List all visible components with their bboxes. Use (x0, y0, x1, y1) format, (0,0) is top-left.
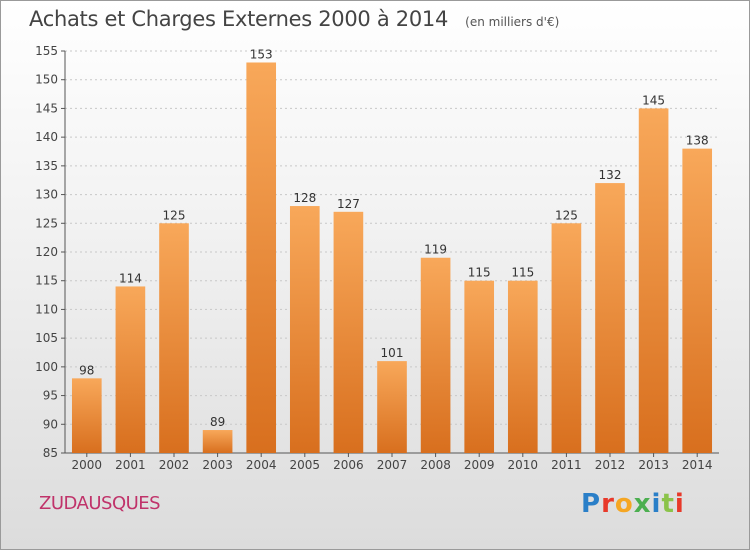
bar (159, 223, 189, 453)
y-tick-label: 110 (35, 302, 58, 316)
x-tick-label: 2000 (72, 458, 103, 472)
title-block: Achats et Charges Externes 2000 à 2014 (… (29, 7, 559, 31)
y-tick-label: 100 (35, 360, 58, 374)
data-label: 115 (511, 266, 534, 280)
bar (246, 62, 277, 453)
bar (507, 280, 538, 453)
bar (71, 378, 102, 453)
logo-letter: o (614, 489, 634, 519)
logo-letter: i (651, 489, 662, 519)
bar (595, 183, 625, 454)
data-label: 115 (468, 266, 491, 280)
bar (333, 211, 364, 453)
bar (638, 108, 669, 453)
data-label: 114 (119, 271, 142, 285)
data-label: 125 (163, 208, 186, 222)
data-label: 98 (79, 363, 94, 377)
x-tick-label: 2012 (595, 458, 626, 472)
y-tick-label: 155 (35, 44, 58, 58)
data-label: 89 (210, 415, 225, 429)
bar (682, 148, 713, 453)
y-tick-label: 145 (35, 101, 58, 115)
x-tick-label: 2006 (333, 458, 364, 472)
y-tick-label: 140 (35, 130, 58, 144)
bar (289, 206, 320, 453)
x-tick-label: 2008 (420, 458, 451, 472)
y-tick-label: 120 (35, 245, 58, 259)
x-tick-label: 2001 (115, 458, 146, 472)
y-tick-label: 150 (35, 73, 58, 87)
y-tick-label: 85 (43, 446, 58, 460)
logo-letter: P (581, 489, 602, 519)
logo-letter: t (661, 489, 675, 519)
data-label: 125 (555, 208, 578, 222)
x-tick-label: 2002 (159, 458, 190, 472)
data-label: 127 (337, 197, 360, 211)
x-tick-label: 2010 (508, 458, 539, 472)
proxiti-logo: Proxiti (581, 489, 685, 519)
y-tick-label: 90 (43, 417, 58, 431)
data-label: 119 (424, 243, 447, 257)
x-tick-label: 2007 (377, 458, 408, 472)
data-label: 145 (642, 93, 665, 107)
x-tick-label: 2009 (464, 458, 495, 472)
bar (115, 286, 146, 453)
logo-letter: x (633, 489, 652, 519)
bar (377, 361, 407, 453)
bar (202, 430, 233, 453)
x-tick-label: 2014 (682, 458, 713, 472)
commune-name: ZUDAUSQUES (39, 493, 161, 514)
chart-title: Achats et Charges Externes 2000 à 2014 (29, 7, 449, 31)
y-tick-label: 95 (43, 389, 58, 403)
data-label: 128 (293, 191, 316, 205)
data-label: 101 (381, 346, 404, 360)
y-tick-label: 115 (35, 274, 58, 288)
data-label: 132 (599, 168, 622, 182)
x-tick-label: 2011 (551, 458, 582, 472)
x-tick-label: 2003 (202, 458, 233, 472)
chart-subtitle: (en milliers d'€) (465, 15, 560, 29)
bar (551, 223, 582, 453)
y-tick-label: 130 (35, 188, 58, 202)
y-tick-label: 125 (35, 216, 58, 230)
bar (420, 257, 451, 453)
bar (464, 280, 495, 453)
x-tick-label: 2005 (290, 458, 321, 472)
x-tick-label: 2013 (638, 458, 669, 472)
logo-letter: i (674, 489, 685, 519)
y-tick-label: 105 (35, 331, 58, 345)
y-tick-label: 135 (35, 159, 58, 173)
logo-letter: r (601, 489, 615, 519)
data-label: 138 (686, 134, 709, 148)
data-label: 153 (250, 47, 273, 61)
x-tick-label: 2004 (246, 458, 277, 472)
